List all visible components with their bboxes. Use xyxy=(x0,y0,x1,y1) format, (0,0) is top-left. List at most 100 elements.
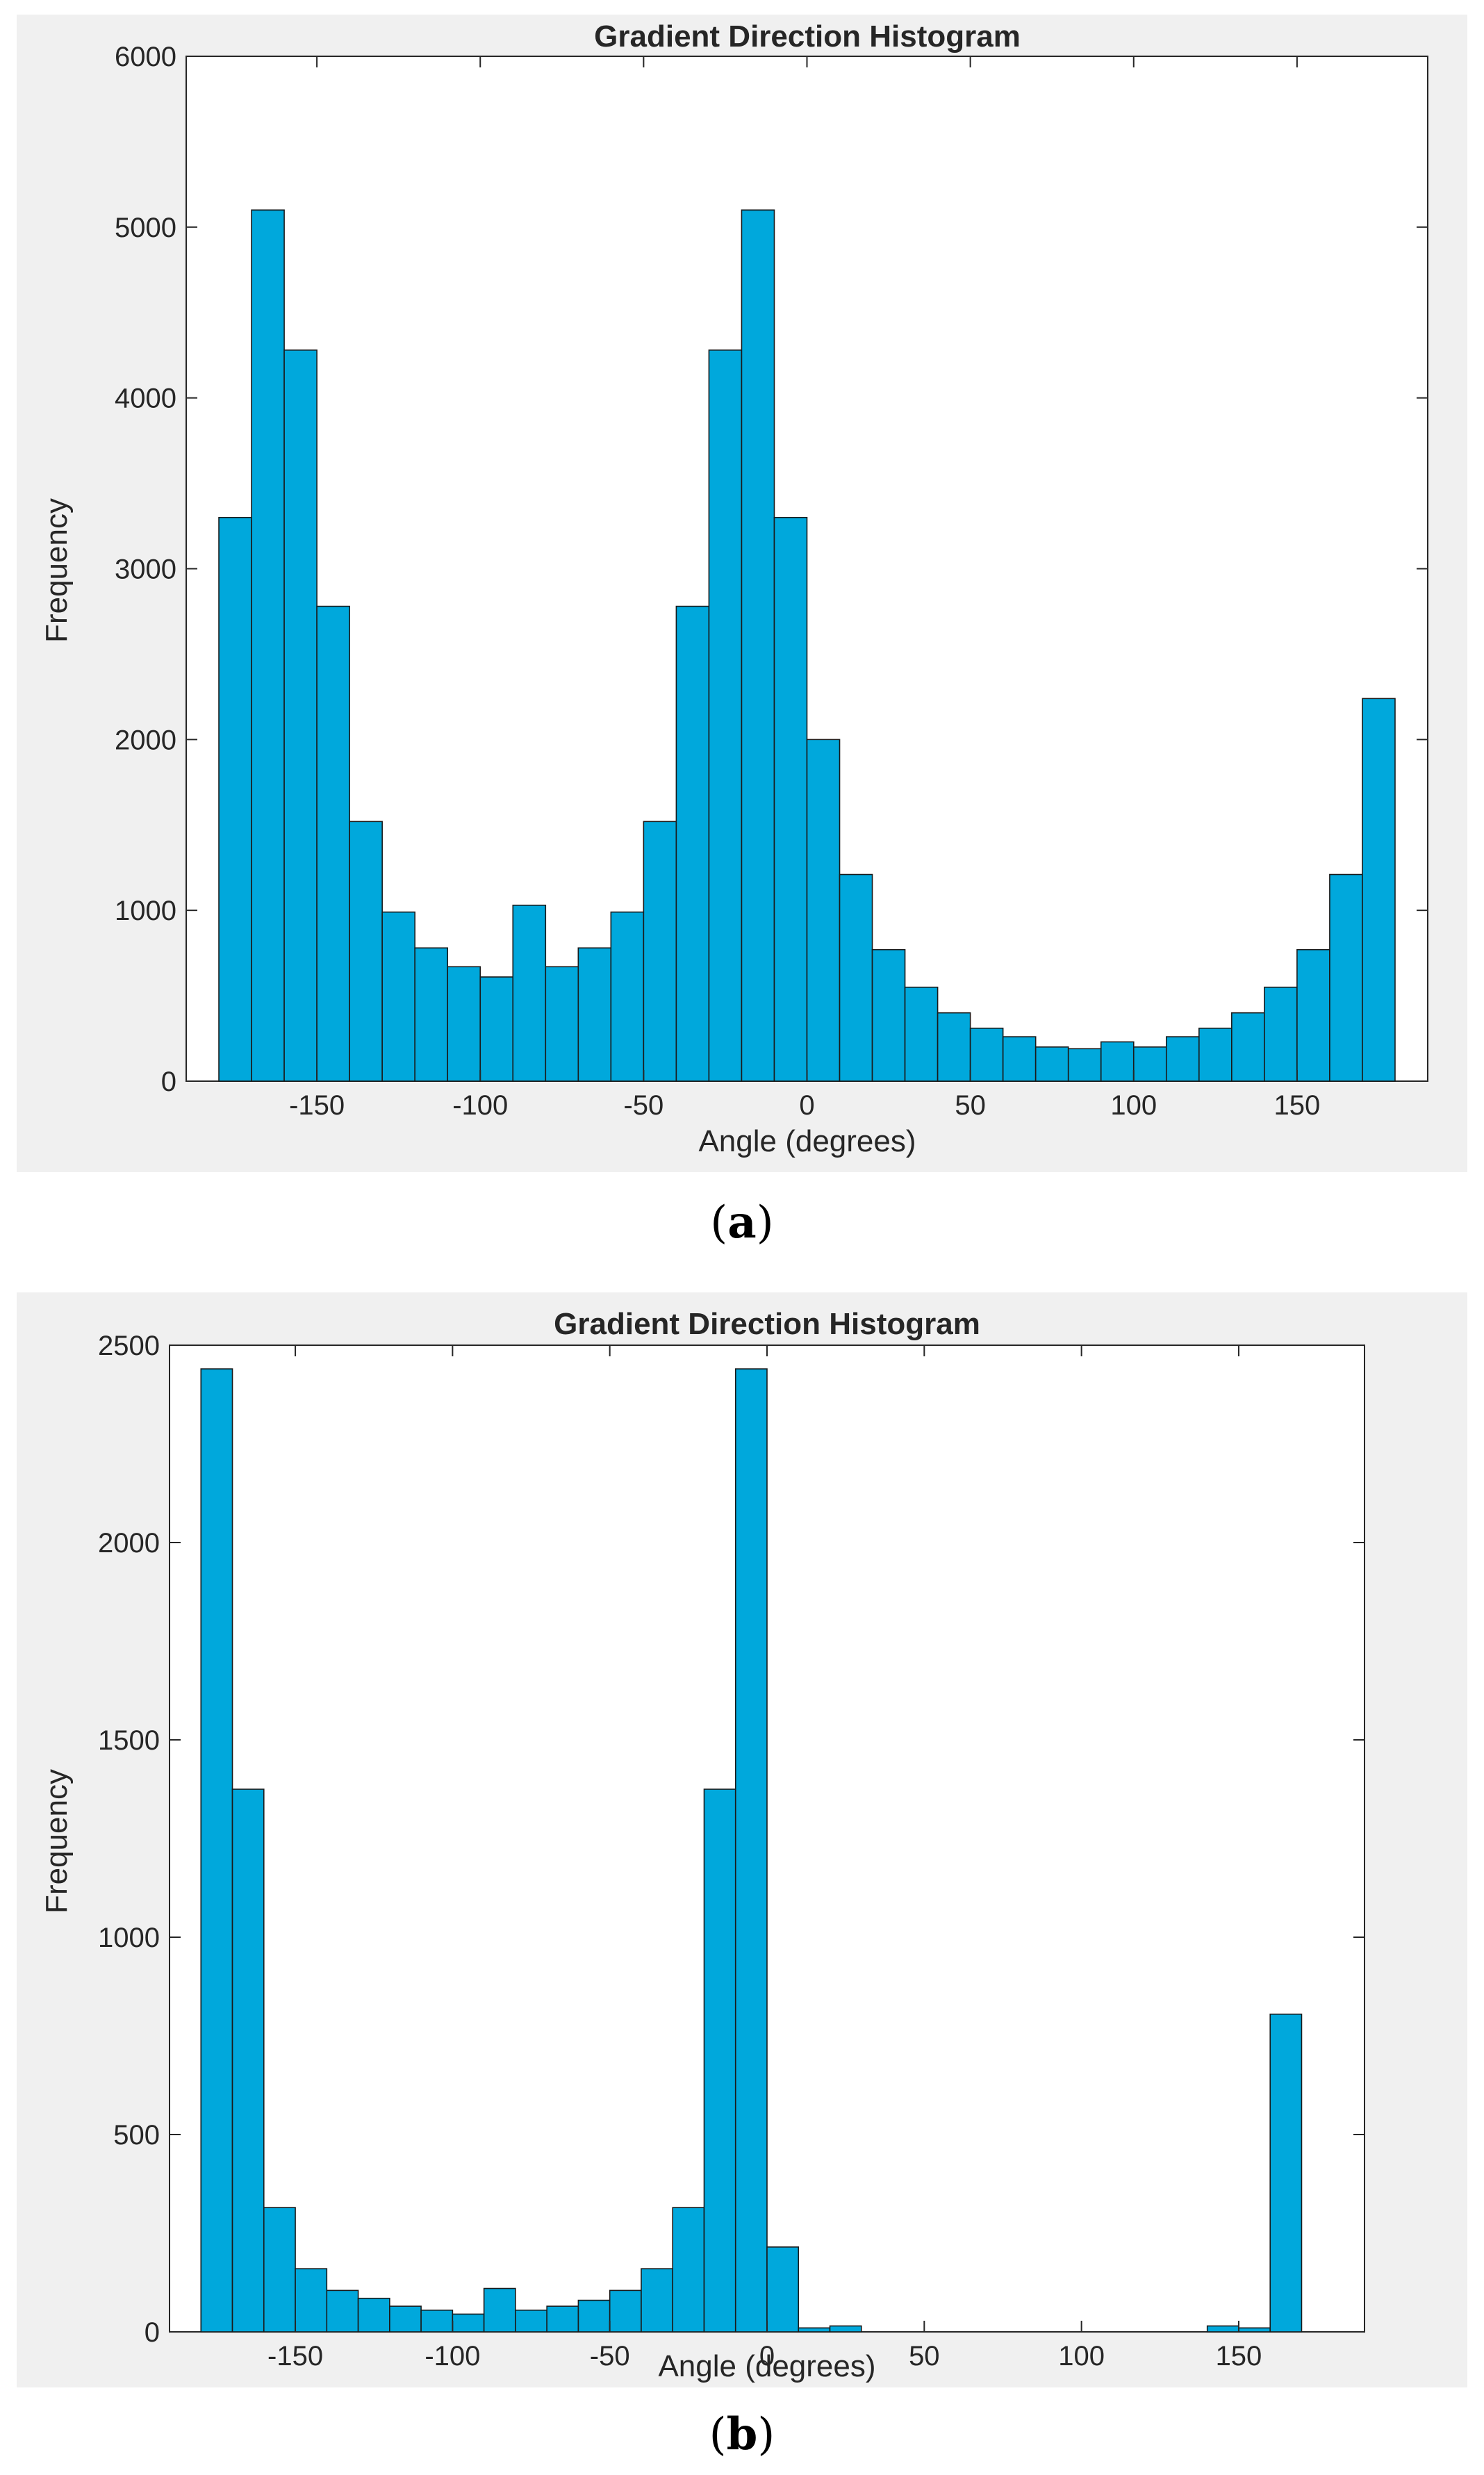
histogram-bar xyxy=(643,821,677,1082)
y-tick-label: 0 xyxy=(161,1067,176,1097)
histogram-bar xyxy=(545,966,579,1082)
y-tick-label: 1000 xyxy=(115,896,176,926)
histogram-bar xyxy=(316,605,350,1082)
histogram-bar xyxy=(326,2289,359,2333)
histogram-bar xyxy=(381,911,415,1082)
histogram-bar xyxy=(806,739,841,1082)
histogram-bar xyxy=(251,209,285,1082)
histogram-bar xyxy=(420,2309,454,2333)
histogram-bar xyxy=(1198,1027,1232,1082)
histogram-bar xyxy=(1165,1036,1200,1082)
x-tick-label: 50 xyxy=(955,1090,986,1121)
y-tick-label: 500 xyxy=(113,2120,160,2151)
x-tick-label: 0 xyxy=(799,1090,814,1121)
histogram-bar xyxy=(512,904,547,1082)
histogram-bar xyxy=(1206,2325,1239,2333)
x-tick-label: -100 xyxy=(424,2341,480,2371)
y-axis-label: Frequency xyxy=(40,498,74,643)
histogram-bar xyxy=(231,1789,265,2333)
caption-a: (a) xyxy=(710,1197,774,1249)
histogram-bar xyxy=(283,350,318,1082)
x-tick-label: -150 xyxy=(267,2341,323,2371)
histogram-bar xyxy=(839,873,873,1082)
y-tick-label: 2500 xyxy=(98,1331,160,1361)
histogram-chart-a: -150 -100 -50 0 50 100 150 0 1000 2000 3000 4000 500… xyxy=(40,19,1428,1158)
histogram-bar xyxy=(672,2207,705,2333)
histogram-bar xyxy=(871,948,906,1082)
histogram-bar xyxy=(263,2207,296,2333)
histogram-bar xyxy=(1132,1046,1167,1082)
x-tick-label: -50 xyxy=(623,1090,663,1121)
histogram-bar xyxy=(577,2299,611,2333)
y-tick-label: 2000 xyxy=(115,725,176,755)
caption-a-label: a xyxy=(727,1197,757,1249)
x-tick-label: 50 xyxy=(909,2341,940,2371)
histogram-bar xyxy=(295,2268,328,2333)
histogram-panel-a: -150 -100 -50 0 50 100 150 0 1000 2000 3000 4000 500… xyxy=(17,15,1467,1172)
histogram-bar xyxy=(577,947,612,1082)
histogram-bar xyxy=(829,2325,862,2333)
x-tick-label: -150 xyxy=(289,1090,345,1121)
histogram-bar xyxy=(734,1368,768,2333)
histogram-bar xyxy=(1269,2013,1303,2333)
x-tick-label: 150 xyxy=(1274,1090,1321,1121)
histogram-bar xyxy=(1034,1046,1069,1082)
histogram-bar xyxy=(1231,1012,1265,1082)
x-tick-label: 150 xyxy=(1216,2341,1262,2371)
histogram-bar xyxy=(773,516,808,1082)
histogram-bar xyxy=(479,976,514,1082)
histogram-bar xyxy=(452,2313,485,2333)
chart-title: Gradient Direction Histogram xyxy=(594,19,1021,54)
histogram-bar xyxy=(483,2287,516,2333)
histogram-bar xyxy=(904,986,939,1082)
bars-group xyxy=(200,1368,1303,2333)
y-axis-label: Frequency xyxy=(40,1769,74,1914)
histogram-bar xyxy=(1296,948,1330,1082)
histogram-bar xyxy=(703,1789,736,2333)
histogram-bar xyxy=(1238,2327,1271,2333)
histogram-bar xyxy=(1362,698,1396,1082)
chart-title: Gradient Direction Histogram xyxy=(554,1307,980,1341)
y-tick-label: 2000 xyxy=(98,1528,160,1559)
y-tick-label: 0 xyxy=(145,2317,160,2348)
histogram-bar xyxy=(766,2246,800,2333)
histogram-bar xyxy=(1100,1041,1135,1082)
histogram-bar xyxy=(937,1012,971,1082)
histogram-bar xyxy=(969,1027,1004,1082)
histogram-bar xyxy=(610,911,645,1082)
histogram-bar xyxy=(218,516,252,1082)
y-tick-label: 1000 xyxy=(98,1923,160,1953)
histogram-bar xyxy=(349,821,383,1082)
histogram-bar xyxy=(675,605,710,1082)
x-tick-label: -50 xyxy=(590,2341,630,2371)
histogram-bar xyxy=(447,966,481,1082)
histogram-bar xyxy=(357,2297,390,2333)
caption-b-label: b xyxy=(726,2408,758,2460)
histogram-bar xyxy=(609,2289,642,2333)
x-axis-label: Angle (degrees) xyxy=(658,2349,875,2383)
histogram-bar xyxy=(798,2327,831,2333)
caption-b: (b) xyxy=(709,2408,775,2460)
ticks-group: -150 -100 -50 0 50 100 150 0 1000 2000 3000 4000 500… xyxy=(115,42,1428,1121)
histogram-panel-b: -150 -100 -50 0 50 100 150 0 500 1000 1500 2000 2500… xyxy=(17,1292,1467,2387)
histogram-bar xyxy=(414,947,449,1082)
histogram-bar xyxy=(741,209,775,1082)
histogram-bar xyxy=(1264,986,1298,1082)
y-tick-label: 1500 xyxy=(98,1725,160,1756)
bars-group xyxy=(218,209,1396,1082)
x-tick-label: 0 xyxy=(759,2341,775,2371)
histogram-bar xyxy=(389,2305,422,2333)
x-tick-label: 100 xyxy=(1058,2341,1105,2371)
x-tick-label: -100 xyxy=(452,1090,508,1121)
histogram-bar xyxy=(515,2309,547,2333)
y-tick-label: 5000 xyxy=(115,213,176,243)
x-tick-label: 100 xyxy=(1110,1090,1157,1121)
histogram-chart-b: -150 -100 -50 0 50 100 15005001000150020002500… xyxy=(40,1307,1365,2383)
histogram-bar xyxy=(546,2305,579,2333)
y-tick-label: 3000 xyxy=(115,554,176,585)
histogram-bar xyxy=(708,350,743,1082)
histogram-bar xyxy=(1002,1036,1037,1082)
histogram-bar xyxy=(1329,873,1363,1082)
y-tick-label: 4000 xyxy=(115,384,176,414)
